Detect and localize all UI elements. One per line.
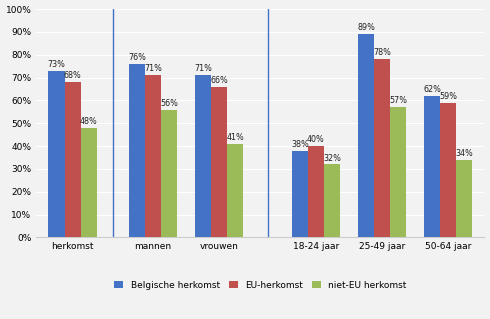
Text: 78%: 78% [373, 48, 391, 57]
Text: 40%: 40% [307, 135, 325, 144]
Text: 66%: 66% [210, 76, 228, 85]
Text: 71%: 71% [144, 64, 162, 73]
Bar [358, 34, 374, 237]
Text: 71%: 71% [194, 64, 212, 73]
Bar [374, 59, 390, 237]
Text: 56%: 56% [160, 99, 178, 108]
Bar [195, 75, 211, 237]
Text: 34%: 34% [455, 149, 473, 158]
Bar [129, 64, 145, 237]
Text: 68%: 68% [64, 71, 81, 80]
Text: 57%: 57% [389, 96, 407, 105]
Bar [211, 87, 227, 237]
Text: 32%: 32% [323, 153, 341, 162]
Text: 73%: 73% [48, 60, 65, 69]
Text: 59%: 59% [439, 92, 457, 101]
Text: 89%: 89% [357, 23, 375, 32]
Text: 41%: 41% [226, 133, 244, 142]
Bar [227, 144, 244, 237]
Text: 62%: 62% [423, 85, 441, 94]
Bar [81, 128, 97, 237]
Bar [292, 151, 308, 237]
Bar [440, 103, 456, 237]
Text: 38%: 38% [291, 140, 309, 149]
Bar [324, 164, 340, 237]
Bar [456, 160, 472, 237]
Bar [161, 109, 177, 237]
Bar [424, 96, 440, 237]
Text: 76%: 76% [128, 53, 146, 62]
Text: 48%: 48% [80, 117, 98, 126]
Bar [49, 71, 65, 237]
Legend: Belgische herkomst, EU-herkomst, niet-EU herkomst: Belgische herkomst, EU-herkomst, niet-EU… [114, 281, 407, 290]
Bar [145, 75, 161, 237]
Bar [390, 107, 406, 237]
Bar [65, 82, 81, 237]
Bar [308, 146, 324, 237]
